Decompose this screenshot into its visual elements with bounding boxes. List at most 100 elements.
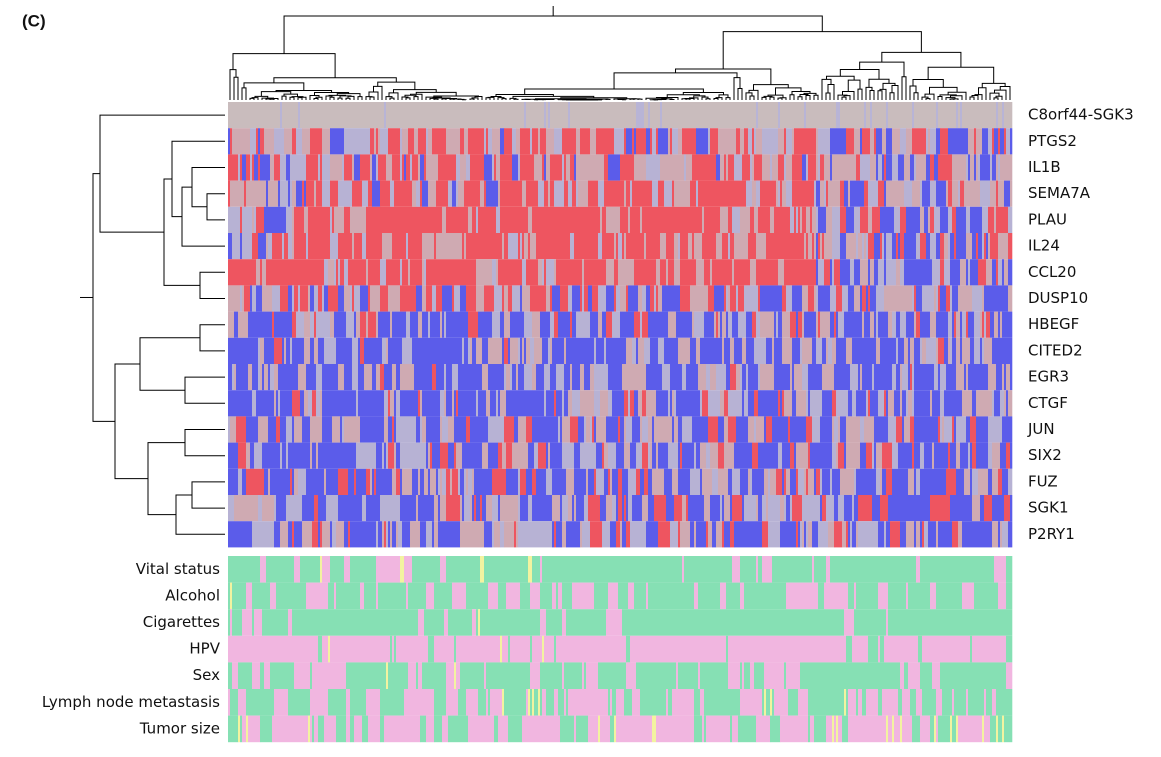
heatmap-cell <box>992 495 1004 521</box>
annotation-cell <box>1004 716 1012 743</box>
heatmap-cell <box>634 259 656 285</box>
heatmap-cell <box>634 312 640 338</box>
heatmap-cell <box>764 416 766 442</box>
heatmap-cell <box>308 285 310 311</box>
heatmap-cell <box>596 443 602 469</box>
heatmap-cell <box>852 521 856 547</box>
annotation-cell <box>878 583 888 610</box>
heatmap-cell <box>318 495 326 521</box>
heatmap-cell <box>448 181 452 207</box>
heatmap-cell <box>832 443 836 469</box>
heatmap-cell <box>694 521 696 547</box>
heatmap-cell <box>790 416 806 442</box>
annotation-cell <box>300 556 320 583</box>
heatmap-cell <box>454 416 466 442</box>
heatmap-cell <box>580 364 584 390</box>
heatmap-cell <box>870 259 874 285</box>
annotation-cell <box>846 689 848 716</box>
heatmap-cell <box>376 443 382 469</box>
heatmap-cell <box>920 443 924 469</box>
dendrogram-branch <box>314 99 318 100</box>
heatmap-cell <box>958 521 962 547</box>
annotation-cell <box>416 662 418 689</box>
heatmap-cell <box>260 128 264 154</box>
heatmap-cell <box>572 364 580 390</box>
heatmap-cell <box>774 312 776 338</box>
heatmap-cell <box>730 364 736 390</box>
heatmap-cell <box>502 338 504 364</box>
annotation-cell <box>764 689 766 716</box>
heatmap-cell <box>970 338 974 364</box>
heatmap-cell <box>944 416 952 442</box>
heatmap-cell <box>460 469 464 495</box>
heatmap-cell <box>770 154 772 180</box>
annotation-cell <box>982 716 984 743</box>
heatmap-cell <box>720 390 724 416</box>
heatmap-cell <box>926 233 930 259</box>
heatmap-cell <box>788 416 790 442</box>
heatmap-cell <box>934 443 948 469</box>
annotation-cell <box>426 716 434 743</box>
heatmap-cell <box>544 154 546 180</box>
heatmap-cell <box>534 443 538 469</box>
heatmap-cell <box>512 364 516 390</box>
heatmap-cell <box>338 181 352 207</box>
heatmap-cell <box>1000 312 1002 338</box>
heatmap-cell <box>400 364 414 390</box>
annotation-cell <box>246 716 248 743</box>
heatmap-cell <box>816 338 822 364</box>
annotation-cell <box>242 716 246 743</box>
heatmap-cell <box>376 521 378 547</box>
heatmap-cell <box>752 128 754 154</box>
heatmap-cell <box>436 181 448 207</box>
heatmap-cell <box>272 285 280 311</box>
annotation-cell <box>854 583 856 610</box>
annotation-cell <box>908 583 930 610</box>
heatmap-cell <box>870 312 874 338</box>
heatmap-cell <box>860 416 864 442</box>
heatmap-cell <box>526 102 544 128</box>
heatmap-cell <box>770 469 776 495</box>
dendrogram-branch <box>826 93 830 100</box>
heatmap-cell <box>1002 469 1008 495</box>
heatmap-cell <box>672 181 674 207</box>
heatmap-cell <box>502 443 506 469</box>
heatmap-cell <box>390 390 394 416</box>
heatmap-cell <box>818 521 828 547</box>
heatmap-cell <box>900 207 906 233</box>
heatmap-cell <box>478 207 496 233</box>
heatmap-cell <box>618 233 622 259</box>
heatmap-cell <box>988 207 994 233</box>
heatmap-cell <box>804 521 806 547</box>
annotation-cell <box>376 583 378 610</box>
heatmap-cell <box>356 469 366 495</box>
heatmap-cell <box>610 469 612 495</box>
heatmap-cell <box>936 181 946 207</box>
heatmap-cell <box>962 102 996 128</box>
heatmap-cell <box>948 181 952 207</box>
heatmap-cell <box>682 443 694 469</box>
heatmap-cell <box>816 181 820 207</box>
heatmap-cell <box>930 390 932 416</box>
heatmap-cell <box>458 469 460 495</box>
heatmap-cell <box>952 338 956 364</box>
heatmap-cell <box>920 338 922 364</box>
heatmap-cell <box>614 285 616 311</box>
dendrogram-branch <box>282 96 286 100</box>
heatmap-cell <box>516 521 518 547</box>
heatmap-cell <box>252 154 254 180</box>
heatmap-cell <box>854 207 860 233</box>
heatmap-cell <box>230 416 236 442</box>
heatmap-cell <box>458 364 482 390</box>
heatmap-cell <box>494 521 500 547</box>
heatmap-cell <box>640 469 644 495</box>
heatmap-cell <box>936 312 948 338</box>
heatmap-cell <box>650 128 652 154</box>
heatmap-cell <box>554 128 562 154</box>
heatmap-cell <box>488 443 498 469</box>
heatmap-cell <box>242 469 246 495</box>
heatmap-cell <box>782 390 784 416</box>
heatmap-cell <box>904 181 912 207</box>
heatmap-cell <box>260 259 262 285</box>
annotation-cell <box>1006 636 1012 663</box>
